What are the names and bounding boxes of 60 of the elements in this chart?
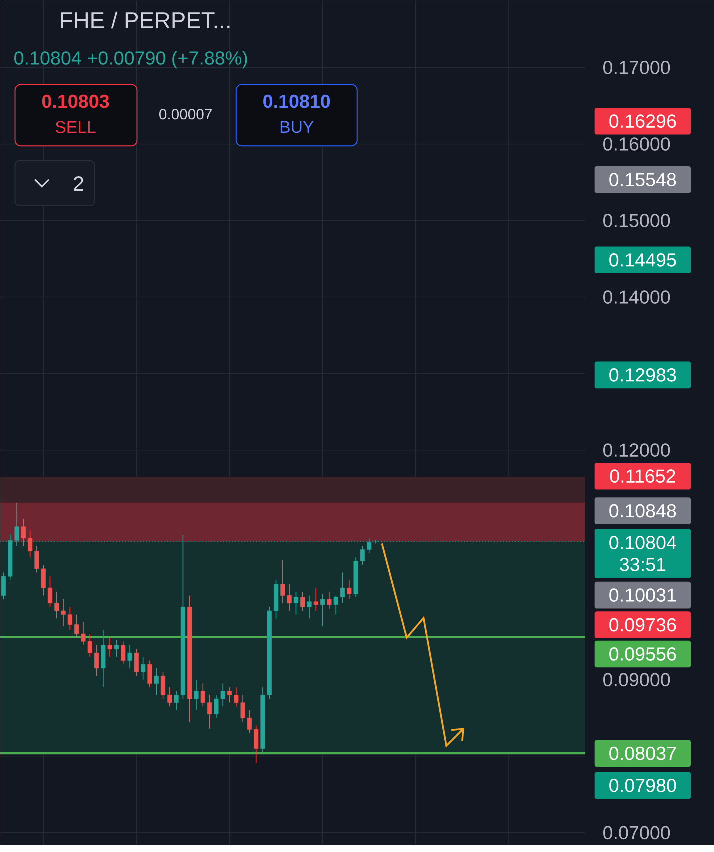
ref-line-label: 0.08037: [609, 746, 676, 760]
candlestick: [140, 656, 146, 680]
text: 0.07980: [609, 779, 676, 792]
annotation: 2: [74, 176, 84, 192]
candlestick: [148, 660, 152, 688]
ref-line-label: 0.09556: [609, 648, 676, 661]
annotation: SELL: [56, 121, 96, 134]
text: 0.14495: [609, 254, 676, 267]
candlestick: [294, 592, 298, 616]
candlestick: [320, 594, 325, 627]
candlestick: [327, 592, 332, 610]
annotation: 0.00007: [159, 109, 212, 120]
candlestick: [154, 668, 159, 696]
annotation: 0.10810: [263, 94, 330, 108]
annotation: 0.10803: [42, 94, 109, 108]
candlestick: [120, 641, 126, 665]
ref-line-label: 0.10804 33:51: [609, 536, 676, 572]
candlestick: [300, 592, 305, 612]
candlestick: [227, 687, 232, 704]
candlestick: [307, 595, 312, 620]
y-tick-label: 0.17000: [603, 61, 670, 74]
y-tick-label: 0.07000: [603, 826, 670, 840]
candlestick: [207, 694, 212, 730]
y-tick-label: 0.14000: [603, 290, 670, 304]
y-tick-label: 0.15000: [603, 214, 670, 228]
candlestick: [254, 725, 258, 764]
y-tick-label: 0.16000: [603, 138, 670, 151]
candlestick: [21, 518, 26, 546]
candlestick: [334, 595, 338, 616]
text: 0.10804 +0.00790 (+7.88%): [14, 51, 248, 69]
candlestick: [114, 640, 119, 658]
candlestick: [101, 630, 106, 688]
candlestick: [108, 637, 112, 658]
candlestick: [174, 690, 179, 711]
candlestick: [346, 580, 352, 600]
annotation: BUY: [280, 121, 314, 134]
candlestick: [200, 683, 206, 708]
candlestick: [94, 645, 99, 676]
candlestick: [28, 530, 32, 558]
candlestick: [48, 576, 52, 608]
text: 0.10031: [609, 588, 676, 602]
candlestick: [134, 648, 139, 676]
y-tick-label: 0.09000: [603, 673, 670, 687]
candlestick: [128, 645, 132, 669]
text: 0.09736: [609, 618, 676, 632]
y-tick-label: 0.12000: [603, 444, 670, 458]
text: 0.15548: [609, 173, 676, 187]
text: 0.10848: [609, 504, 676, 518]
text: 0.11652: [610, 470, 676, 483]
text: 0.16296: [609, 114, 676, 128]
candlestick: [366, 538, 372, 554]
candlestick: [74, 614, 79, 638]
text: 0.12983: [609, 368, 676, 382]
candlestick: [167, 687, 172, 708]
chart-title: FHE / PERPET...: [61, 12, 230, 29]
candlestick: [1, 572, 6, 600]
candlestick: [340, 572, 345, 604]
candlestick: [160, 672, 166, 700]
candlestick: [314, 588, 318, 612]
candlestick: [194, 680, 199, 711]
